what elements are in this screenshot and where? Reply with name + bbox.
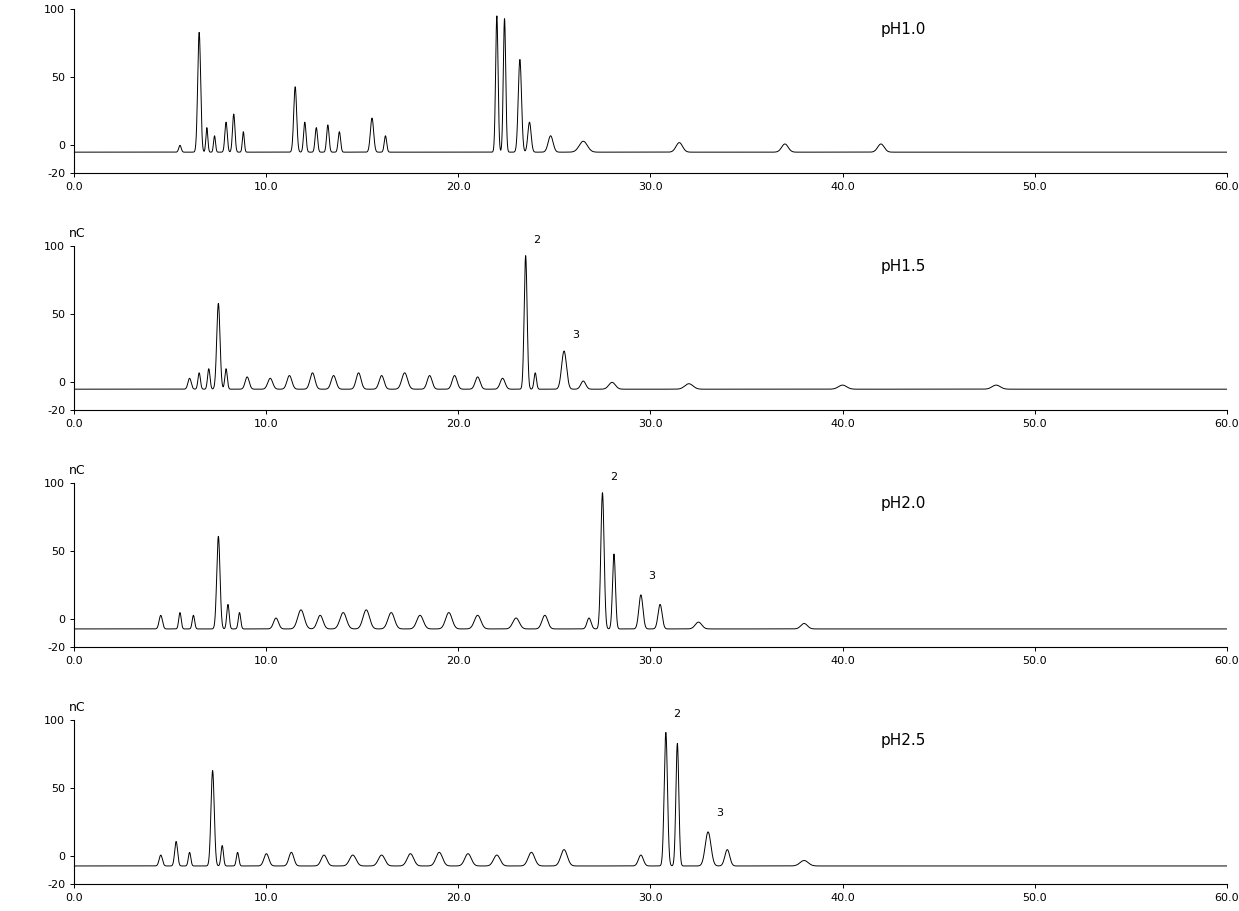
Text: 2: 2 <box>610 472 617 482</box>
Text: nC: nC <box>68 0 85 3</box>
Text: 3: 3 <box>648 571 655 581</box>
Text: 2: 2 <box>674 709 680 719</box>
Text: nC: nC <box>68 227 85 240</box>
Text: 3: 3 <box>571 330 579 340</box>
Text: nC: nC <box>68 701 85 713</box>
Text: pH2.5: pH2.5 <box>881 733 927 748</box>
Text: nC: nC <box>68 464 85 476</box>
Text: pH1.0: pH1.0 <box>881 22 927 37</box>
Text: pH2.0: pH2.0 <box>881 496 927 511</box>
Text: 3: 3 <box>716 808 722 818</box>
Text: 2: 2 <box>533 235 540 245</box>
Text: pH1.5: pH1.5 <box>881 260 927 274</box>
